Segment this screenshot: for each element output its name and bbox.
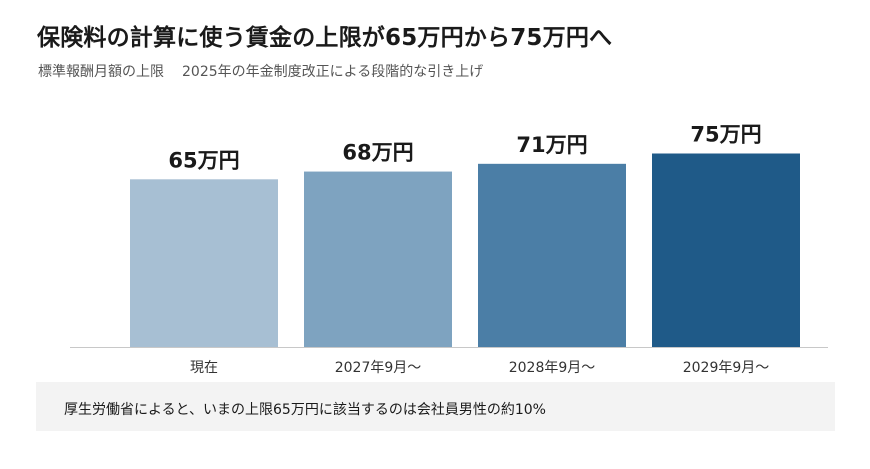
bar [130,179,278,347]
bar [652,153,800,347]
chart-subtitle: 標準報酬月額の上限 2025年の年金制度改正による段階的な引き上げ [38,61,483,81]
x-tick-label: 現在 [190,360,218,376]
footnote-text: 厚生労働省によると、いまの上限65万円に該当するのは会社員男性の約10% [64,402,546,418]
subtitle-label: 標準報酬月額の上限 [38,64,164,80]
x-tick-label: 2029年9月〜 [683,360,770,376]
bar-value-label: 65万円 [168,148,239,172]
x-tick-label: 2028年9月〜 [509,360,596,376]
x-tick-label: 2027年9月〜 [335,360,422,376]
bar-value-label: 71万円 [516,133,587,157]
subtitle-description: 2025年の年金制度改正による段階的な引き上げ [182,64,484,80]
bar [304,171,452,347]
bar-value-label: 75万円 [690,123,761,147]
bar-value-label: 68万円 [342,141,413,165]
footnote-box: 厚生労働省によると、いまの上限65万円に該当するのは会社員男性の約10% [36,382,835,431]
bar [478,163,626,347]
chart-title: 保険料の計算に使う賃金の上限が65万円から75万円へ [37,25,613,51]
